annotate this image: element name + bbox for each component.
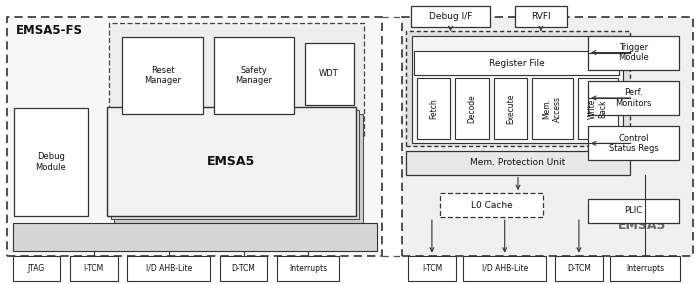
Text: Debug I/F: Debug I/F: [429, 12, 472, 21]
FancyBboxPatch shape: [220, 256, 267, 281]
FancyBboxPatch shape: [402, 17, 693, 256]
Text: Control
Status Regs: Control Status Regs: [608, 134, 659, 153]
FancyBboxPatch shape: [610, 256, 680, 281]
Text: RVFI: RVFI: [531, 12, 551, 21]
Text: PLIC: PLIC: [624, 206, 643, 215]
FancyBboxPatch shape: [588, 36, 679, 70]
FancyBboxPatch shape: [455, 78, 489, 139]
Text: Trigger
Module: Trigger Module: [618, 43, 649, 62]
Text: Reset
Manager: Reset Manager: [144, 66, 181, 85]
FancyBboxPatch shape: [414, 51, 619, 75]
FancyBboxPatch shape: [70, 256, 118, 281]
FancyBboxPatch shape: [277, 256, 339, 281]
Text: Interrupts: Interrupts: [289, 264, 327, 273]
Text: Write
Back: Write Back: [588, 99, 608, 119]
Text: I-TCM: I-TCM: [84, 264, 104, 273]
FancyBboxPatch shape: [127, 256, 210, 281]
FancyBboxPatch shape: [13, 256, 60, 281]
Text: Interrupts: Interrupts: [626, 264, 664, 273]
FancyBboxPatch shape: [440, 193, 543, 217]
Text: I/D AHB-Lite: I/D AHB-Lite: [146, 264, 192, 273]
FancyBboxPatch shape: [107, 106, 356, 216]
FancyBboxPatch shape: [122, 37, 203, 114]
FancyBboxPatch shape: [578, 78, 618, 139]
FancyBboxPatch shape: [588, 81, 679, 115]
Text: EMSA5: EMSA5: [207, 155, 256, 168]
FancyBboxPatch shape: [406, 31, 630, 146]
Text: I/D AHB-Lite: I/D AHB-Lite: [482, 264, 528, 273]
Text: Mem. Protection Unit: Mem. Protection Unit: [470, 158, 566, 167]
Text: Perf.
Monitors: Perf. Monitors: [615, 88, 652, 108]
FancyBboxPatch shape: [13, 223, 377, 251]
FancyBboxPatch shape: [494, 78, 527, 139]
FancyBboxPatch shape: [7, 17, 382, 256]
Text: I-TCM: I-TCM: [422, 264, 442, 273]
FancyBboxPatch shape: [412, 36, 623, 143]
FancyBboxPatch shape: [108, 23, 364, 136]
Text: D-TCM: D-TCM: [232, 264, 256, 273]
Text: Mem.
Access: Mem. Access: [542, 96, 562, 122]
Text: D-TCM: D-TCM: [567, 264, 591, 273]
Text: Register File: Register File: [489, 59, 545, 68]
FancyBboxPatch shape: [214, 37, 294, 114]
FancyBboxPatch shape: [14, 108, 88, 216]
FancyBboxPatch shape: [114, 114, 363, 223]
FancyBboxPatch shape: [514, 6, 567, 27]
FancyBboxPatch shape: [463, 256, 546, 281]
FancyBboxPatch shape: [416, 78, 450, 139]
FancyBboxPatch shape: [111, 110, 359, 219]
FancyBboxPatch shape: [588, 126, 679, 160]
Text: EMSA5-FS: EMSA5-FS: [15, 24, 83, 37]
Text: Debug
Module: Debug Module: [36, 152, 66, 172]
Text: Execute: Execute: [506, 93, 514, 124]
FancyBboxPatch shape: [411, 6, 490, 27]
Text: Fetch: Fetch: [429, 98, 438, 119]
Text: WDT: WDT: [319, 69, 339, 78]
FancyBboxPatch shape: [555, 256, 603, 281]
FancyBboxPatch shape: [406, 151, 630, 175]
Text: EMSA5: EMSA5: [618, 219, 666, 232]
FancyBboxPatch shape: [408, 256, 456, 281]
Text: L0 Cache: L0 Cache: [470, 201, 512, 210]
Text: JTAG: JTAG: [28, 264, 45, 273]
FancyBboxPatch shape: [588, 199, 679, 223]
Text: Safety
Manager: Safety Manager: [235, 66, 272, 85]
FancyBboxPatch shape: [532, 78, 573, 139]
FancyBboxPatch shape: [304, 43, 354, 105]
Text: Decode: Decode: [468, 94, 476, 123]
